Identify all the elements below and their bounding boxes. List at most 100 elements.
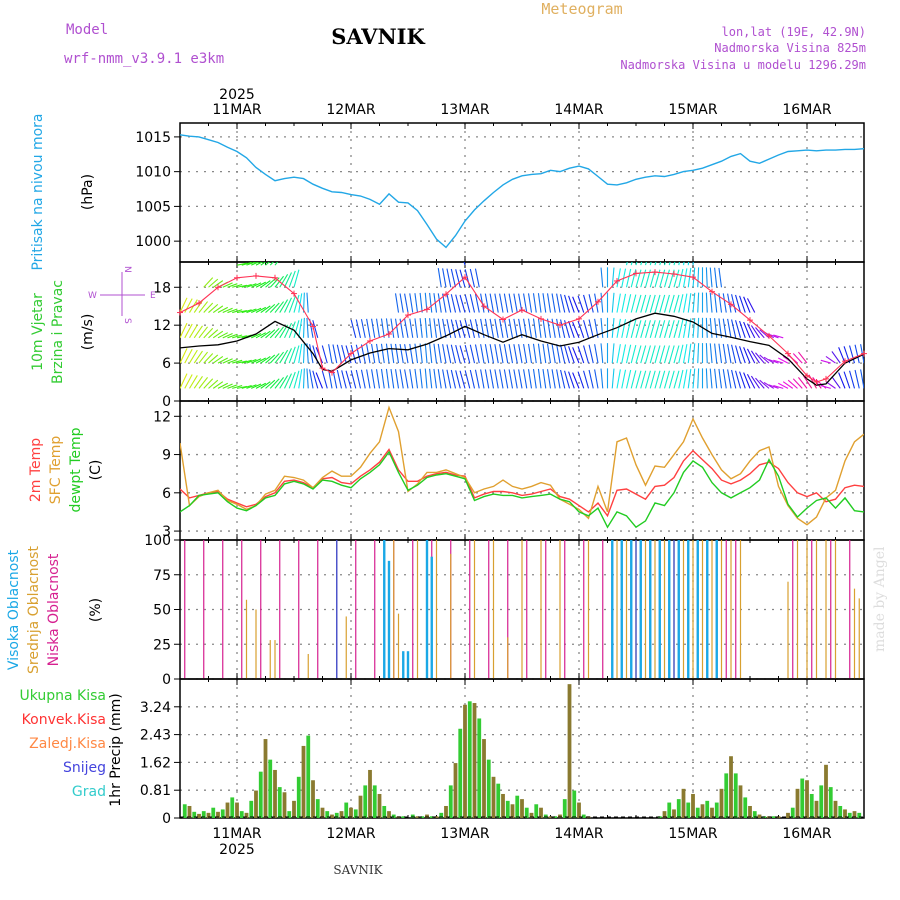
wind-arrow [644, 294, 651, 313]
wind-arrow [251, 307, 262, 314]
wind-arrow [380, 318, 385, 338]
wind-arrow [768, 359, 779, 364]
wind-arrow [246, 384, 257, 389]
wind-arrow [854, 369, 860, 389]
bottom-year-label: 2025 [219, 842, 255, 858]
precip-legend-item: Grad [72, 784, 106, 800]
wind-arrow [469, 268, 476, 288]
precip-bar [491, 776, 496, 818]
wind-arrow [446, 319, 452, 338]
wind-arrow [494, 318, 499, 338]
wind-arrow [746, 323, 756, 339]
temp-title-sfc: SFC Temp [48, 436, 64, 505]
wind-arrow [455, 269, 461, 288]
wind-title-line1: 10m Vjetar [30, 293, 46, 371]
wind-arrow [523, 293, 528, 313]
wind-arrow [260, 305, 271, 313]
wind-arrow [414, 293, 419, 313]
wind-arrow [222, 383, 233, 389]
wind-arrow [537, 293, 542, 313]
top-date-label: 11MAR [212, 102, 261, 118]
wind-arrow [600, 368, 604, 389]
wind-arrow [371, 343, 376, 364]
precip-bar [729, 756, 733, 818]
wind-arrow [649, 262, 652, 266]
wind-arrow [532, 293, 537, 313]
precip-bar [838, 805, 843, 818]
wind-arrow [722, 318, 727, 338]
y-tick-label: 0.81 [140, 783, 171, 799]
precip-bar [239, 811, 244, 818]
precip-bar [771, 816, 776, 818]
wind-arrow [251, 282, 262, 288]
precip-bar [387, 811, 391, 818]
wind-arrow [450, 344, 457, 364]
wind-arrow [203, 327, 214, 339]
wind-arrow [668, 262, 671, 266]
wind-arrow [260, 330, 271, 339]
precip-bar [577, 802, 581, 818]
wind-arrow [404, 369, 409, 389]
wind-arrow [518, 344, 523, 364]
wind-arrow [654, 370, 661, 389]
wind-arrow [568, 371, 575, 389]
wind-arrow [217, 306, 229, 314]
wind-arrow [687, 293, 692, 313]
wind-arrow [663, 269, 670, 288]
precip-bar [448, 785, 453, 818]
wind-arrow [279, 375, 289, 389]
y-tick-label: 3.24 [140, 700, 171, 716]
wind-arrow [635, 345, 642, 364]
wind-arrow [594, 344, 599, 364]
wind-arrow [284, 297, 292, 313]
wind-arrow [503, 344, 509, 364]
temp-title-dewpt: dewpt Temp [68, 427, 84, 512]
wind-arrow [469, 369, 476, 389]
bottom-date-label: 12MAR [326, 826, 375, 842]
wind-arrow [404, 344, 409, 364]
y-tick-label: 1015 [135, 130, 171, 146]
wind-arrow [484, 344, 490, 364]
precip-bar [676, 799, 681, 818]
wind-arrow [692, 318, 696, 338]
wind-arrow [469, 319, 476, 338]
cloud-high-bar [706, 540, 709, 679]
precip-bar [472, 703, 477, 818]
wind-arrow [203, 277, 214, 288]
wind-arrow [380, 343, 385, 364]
wind-arrow [523, 343, 528, 364]
top-date-label: 15MAR [668, 102, 717, 118]
wind-arrow [640, 370, 647, 389]
wind-arrow [450, 369, 457, 389]
wind-arrow [537, 318, 542, 338]
wind-arrow [293, 269, 300, 288]
wind-arrow [469, 294, 476, 313]
precip-bar [752, 811, 757, 818]
wind-arrow [269, 327, 280, 339]
precip-bar [391, 814, 396, 818]
precip-bar [847, 812, 852, 818]
precip-bar [501, 793, 505, 818]
bottom-date-label: 11MAR [212, 826, 261, 842]
cloud-bars [184, 540, 860, 679]
wind-arrow [577, 371, 585, 389]
wind-arrow [469, 344, 476, 364]
wind-arrow [625, 294, 632, 313]
wind-arrow [269, 277, 280, 288]
temp-line-2m-temp [180, 448, 864, 518]
wind-arrow [464, 294, 471, 313]
y-tick-label: 1005 [135, 199, 171, 215]
wind-arrow [274, 351, 285, 364]
wind-arrow [722, 369, 727, 389]
precip-bar [182, 804, 187, 818]
wind-arrow [236, 385, 248, 389]
wind-arrow [583, 294, 590, 313]
y-tick-label: 1010 [135, 165, 171, 181]
precip-bar [349, 807, 353, 818]
wind-arrow [184, 374, 193, 389]
wind-arrow [568, 295, 575, 313]
wind-arrow [246, 262, 257, 266]
wind-arrow [433, 368, 438, 389]
wind-arrow [474, 293, 480, 313]
